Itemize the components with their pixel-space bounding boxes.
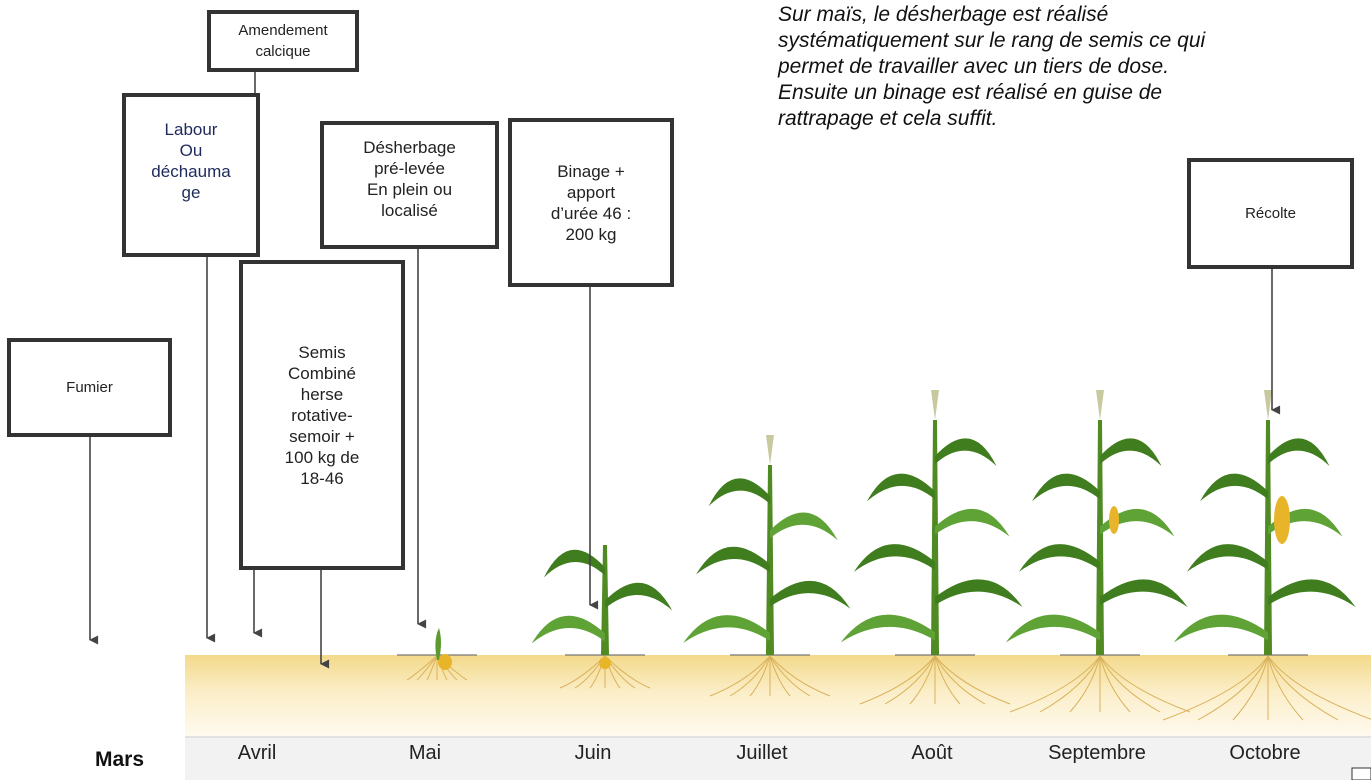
- plant-part: [1100, 579, 1188, 607]
- text-line: apport: [567, 182, 615, 203]
- plant-part: [1019, 544, 1100, 572]
- plant-part: [867, 474, 935, 502]
- corner-box: [1352, 768, 1371, 780]
- plant-part: [1032, 474, 1100, 502]
- plant-part: [935, 579, 1023, 607]
- plant-part: [854, 544, 935, 572]
- text-line: d’urée 46 :: [551, 203, 631, 224]
- text-line: rattrapage et cela suffit.: [778, 106, 1371, 132]
- text-line: Récolte: [1245, 203, 1296, 224]
- text-line: semoir +: [289, 426, 355, 447]
- text-line: Sur maïs, le désherbage est réalisé: [778, 2, 1371, 28]
- step-box: LabourOudéchaumage: [122, 93, 260, 257]
- month-label: Septembre: [1048, 742, 1146, 765]
- plant-part: [1268, 579, 1356, 607]
- text-line: Combiné: [288, 363, 356, 384]
- step-box: Récolte: [1187, 158, 1354, 269]
- text-line: Ou: [180, 140, 203, 161]
- text-line: 18-46: [300, 468, 343, 489]
- step-box: Amendement calcique: [207, 10, 359, 72]
- text-line: Désherbage: [363, 137, 456, 158]
- plant-part: [1268, 438, 1330, 466]
- text-line: Labour: [165, 119, 218, 140]
- plant-part: [770, 581, 850, 609]
- text-line: pré-levée: [374, 158, 445, 179]
- plant-part: [935, 438, 997, 466]
- plant-part: [766, 435, 774, 465]
- step-box: Fumier: [7, 338, 172, 437]
- text-line: Fumier: [66, 377, 113, 398]
- text-line: rotative-: [291, 405, 352, 426]
- text-line: 100 kg de: [285, 447, 360, 468]
- plant-part: [931, 390, 939, 420]
- plant-part: [599, 657, 611, 669]
- text-line: Binage +: [557, 161, 625, 182]
- plant-part: [1264, 390, 1272, 420]
- text-line: Semis: [298, 342, 345, 363]
- plant-part: [1006, 615, 1100, 643]
- plant-part: [544, 550, 605, 578]
- plant-part: [696, 547, 770, 575]
- plant-part: [1187, 544, 1268, 572]
- month-label: Octobre: [1229, 742, 1300, 765]
- plant-part: [532, 616, 605, 644]
- text-line: Amendement calcique: [211, 20, 355, 62]
- month-label: Mars: [95, 748, 144, 772]
- plant-part: [709, 478, 770, 506]
- plant-part: [1096, 390, 1104, 420]
- plant-part: [683, 615, 770, 643]
- text-line: localisé: [381, 200, 438, 221]
- text-line: Ensuite un binage est réalisé en guise d…: [778, 80, 1371, 106]
- text-line: herse: [301, 384, 344, 405]
- plant-part: [1100, 438, 1162, 466]
- text-line: déchauma: [151, 161, 230, 182]
- plant-part: [1274, 496, 1290, 544]
- plant-part: [1109, 506, 1119, 534]
- month-label: Juillet: [736, 742, 787, 765]
- plant-part: [1200, 474, 1268, 502]
- month-label: Avril: [238, 742, 277, 765]
- plant-part: [438, 654, 452, 670]
- text-line: 200 kg: [565, 224, 616, 245]
- step-box: Binage +apportd’urée 46 :200 kg: [508, 118, 674, 287]
- text-line: permet de travailler avec un tiers de do…: [778, 54, 1371, 80]
- month-label: Juin: [575, 742, 612, 765]
- month-label: Août: [911, 742, 952, 765]
- plant-part: [605, 583, 672, 611]
- plant-part: [935, 509, 1010, 537]
- text-line: systématiquement sur le rang de semis ce…: [778, 28, 1371, 54]
- plant-part: [1174, 615, 1268, 643]
- plant-part: [770, 513, 838, 541]
- diagram: Amendement calcique LabourOudéchaumage D…: [0, 0, 1371, 780]
- month-label: Mai: [409, 742, 441, 765]
- text-line: ge: [182, 182, 201, 203]
- plant-part: [841, 615, 935, 643]
- text-line: En plein ou: [367, 179, 452, 200]
